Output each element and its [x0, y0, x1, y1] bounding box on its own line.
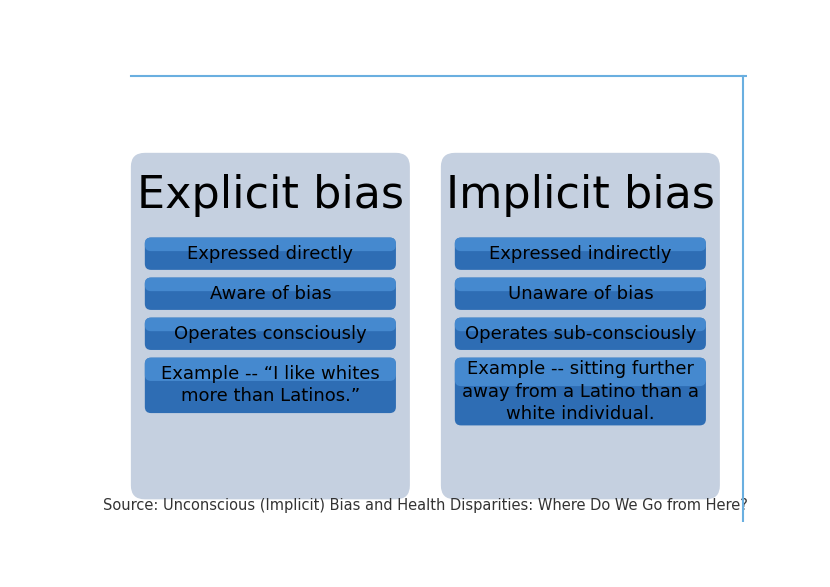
Text: Explicit bias: Explicit bias — [137, 174, 404, 217]
FancyBboxPatch shape — [455, 278, 706, 291]
FancyBboxPatch shape — [441, 153, 720, 500]
FancyBboxPatch shape — [455, 318, 706, 331]
Text: Operates consciously: Operates consciously — [174, 325, 367, 343]
FancyBboxPatch shape — [144, 318, 396, 350]
Text: Expressed indirectly: Expressed indirectly — [489, 245, 671, 263]
Text: Implicit bias: Implicit bias — [446, 174, 715, 217]
Text: Example -- sitting further
away from a Latino than a
white individual.: Example -- sitting further away from a L… — [461, 360, 699, 423]
Text: Expressed directly: Expressed directly — [188, 245, 354, 263]
FancyBboxPatch shape — [144, 278, 396, 310]
FancyBboxPatch shape — [144, 357, 396, 413]
FancyBboxPatch shape — [455, 357, 706, 426]
Text: Operates sub-consciously: Operates sub-consciously — [465, 325, 696, 343]
FancyBboxPatch shape — [144, 357, 396, 381]
FancyBboxPatch shape — [131, 153, 410, 500]
Text: Aware of bias: Aware of bias — [209, 285, 331, 303]
FancyBboxPatch shape — [144, 278, 396, 291]
FancyBboxPatch shape — [455, 238, 706, 251]
FancyBboxPatch shape — [144, 238, 396, 251]
Text: Example -- “I like whites
more than Latinos.”: Example -- “I like whites more than Lati… — [161, 365, 380, 406]
FancyBboxPatch shape — [455, 318, 706, 350]
FancyBboxPatch shape — [455, 357, 706, 386]
Text: Source: Unconscious (Implicit) Bias and Health Disparities: Where Do We Go from : Source: Unconscious (Implicit) Bias and … — [103, 498, 748, 513]
FancyBboxPatch shape — [455, 238, 706, 270]
FancyBboxPatch shape — [144, 318, 396, 331]
FancyBboxPatch shape — [455, 278, 706, 310]
FancyBboxPatch shape — [144, 238, 396, 270]
Text: Unaware of bias: Unaware of bias — [507, 285, 653, 303]
